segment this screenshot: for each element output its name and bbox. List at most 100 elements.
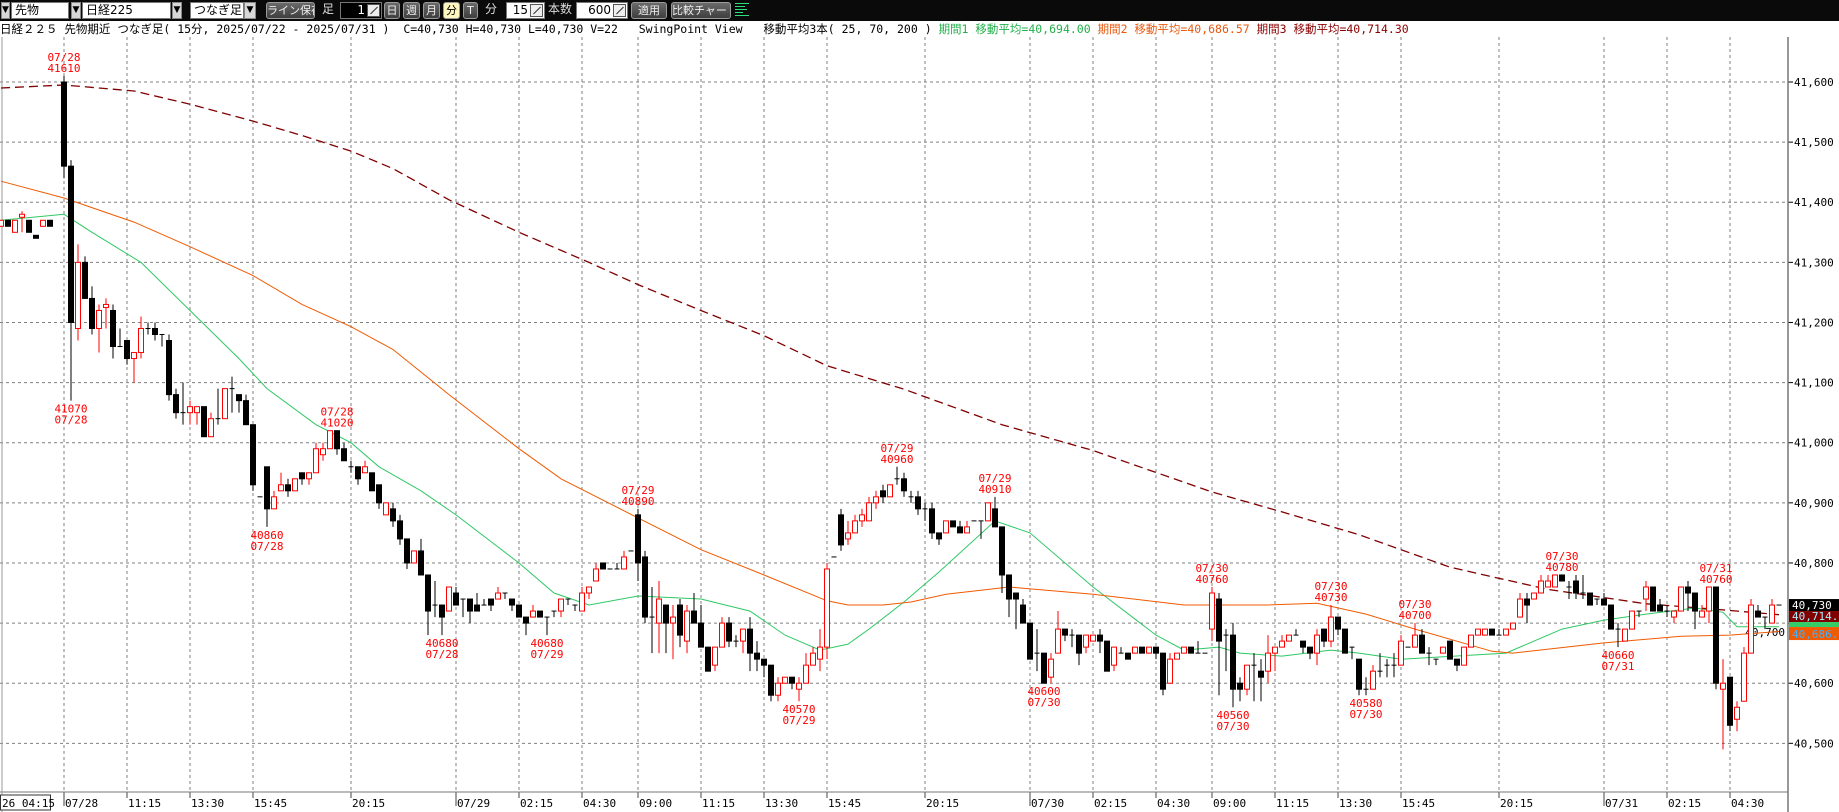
candle-body bbox=[376, 484, 382, 504]
candle bbox=[390, 502, 396, 527]
swing-high-price: 41610 bbox=[47, 62, 80, 75]
candle-body bbox=[1307, 646, 1313, 654]
y-tick-label: 40,500 bbox=[1794, 737, 1834, 750]
green-lines-icon[interactable] bbox=[735, 3, 749, 18]
candle bbox=[1020, 599, 1026, 624]
swing-low-price: 40580 bbox=[1349, 697, 1382, 710]
ma-70-value-label-box bbox=[1789, 627, 1839, 641]
candle-body bbox=[1713, 586, 1719, 684]
market-dropdown-button[interactable]: ▼ bbox=[71, 2, 81, 19]
spinner-icon[interactable] bbox=[530, 4, 543, 17]
symbol-dropdown-button[interactable]: ▼ bbox=[172, 2, 182, 19]
candle bbox=[1090, 634, 1096, 642]
candle-body bbox=[187, 406, 193, 414]
spinner-icon[interactable] bbox=[613, 4, 626, 17]
swing-low-date: 07/28 bbox=[425, 648, 458, 661]
candle-body bbox=[404, 538, 410, 564]
candle-body bbox=[663, 604, 669, 624]
candle-body bbox=[1734, 706, 1740, 720]
candle bbox=[950, 520, 956, 528]
candle-body bbox=[1062, 628, 1068, 636]
candle-body bbox=[26, 219, 32, 233]
candle bbox=[1279, 635, 1285, 648]
candle-body bbox=[208, 418, 214, 438]
candle bbox=[572, 604, 578, 612]
x-tick-label: 09:00 bbox=[639, 797, 672, 810]
candle bbox=[1678, 586, 1684, 612]
chevron-down-icon: ▼ bbox=[72, 5, 80, 15]
bar-count-input[interactable]: 1 bbox=[340, 2, 382, 19]
chart-kind-select[interactable]: つなぎ足 bbox=[190, 2, 244, 19]
candle bbox=[1041, 652, 1047, 684]
candle-body bbox=[803, 664, 809, 684]
candle bbox=[159, 334, 165, 347]
candle-body bbox=[1461, 646, 1467, 666]
candle-body bbox=[1300, 640, 1306, 648]
menu-dropdown-button[interactable]: ▼ bbox=[1, 2, 10, 19]
compare-chart-button[interactable]: 比較チャート bbox=[671, 2, 731, 19]
candle bbox=[1146, 646, 1152, 654]
candle bbox=[1496, 629, 1502, 636]
period-tick-button[interactable]: T bbox=[463, 2, 478, 19]
candle-body bbox=[887, 484, 893, 498]
x-tick-label: 04:30 bbox=[583, 797, 616, 810]
candle bbox=[1552, 574, 1558, 588]
period-minute-button[interactable]: 分 bbox=[443, 2, 460, 19]
save-line-button[interactable]: ライン保存 bbox=[266, 2, 315, 19]
candle-body bbox=[313, 448, 319, 474]
symbol-select[interactable]: 日経225 bbox=[82, 2, 171, 19]
chart-info-line: 日経２２５ 先物期近 つなぎ足( 15分, 2025/07/22 - 2025/… bbox=[0, 21, 1788, 37]
x-tick-label: 02:15 bbox=[1668, 797, 1701, 810]
candle bbox=[1580, 574, 1586, 600]
candle bbox=[1384, 659, 1390, 678]
candle-body bbox=[1678, 586, 1684, 612]
market-select[interactable]: 先物 bbox=[11, 2, 69, 19]
candle-body bbox=[1510, 622, 1516, 630]
candle-body bbox=[390, 508, 396, 522]
cursor-time-label: 26 04:15 bbox=[2, 797, 55, 810]
candle-body bbox=[1699, 610, 1705, 618]
swing-high-price: 40700 bbox=[1398, 609, 1431, 622]
candle-body bbox=[236, 394, 242, 402]
candle bbox=[565, 598, 571, 606]
candle-body bbox=[1419, 634, 1425, 654]
candle-body bbox=[1608, 604, 1614, 630]
period-day-button[interactable]: 日 bbox=[384, 2, 400, 19]
candle-body bbox=[33, 234, 39, 239]
candles bbox=[0, 75, 1782, 750]
count-input[interactable]: 600 bbox=[576, 2, 628, 19]
period-month-button[interactable]: 月 bbox=[423, 2, 440, 19]
period-week-button[interactable]: 週 bbox=[403, 2, 420, 19]
chart-kind-dropdown-button[interactable]: ▼ bbox=[244, 2, 256, 19]
candle-body bbox=[936, 532, 942, 540]
candle bbox=[1265, 635, 1271, 684]
candle-body bbox=[1587, 592, 1593, 606]
candle bbox=[1671, 610, 1677, 624]
apply-button[interactable]: 適用 bbox=[631, 2, 667, 19]
ma2-info: 期間2 移動平均=40,686.57 bbox=[1097, 22, 1257, 36]
candle bbox=[1286, 634, 1292, 642]
candle-body bbox=[453, 592, 459, 606]
candle bbox=[1538, 574, 1544, 594]
candle bbox=[278, 472, 284, 492]
candle-body bbox=[1643, 586, 1649, 600]
candle bbox=[236, 394, 242, 413]
candle bbox=[1573, 574, 1579, 600]
minute-input[interactable]: 15 bbox=[506, 2, 545, 19]
candlestick-chart[interactable]: 41,600 41,500 41,400 41,300 41,200 41,100 41,0… bbox=[0, 37, 1839, 812]
candle bbox=[887, 484, 893, 498]
candle-body bbox=[670, 616, 676, 624]
spinner-icon[interactable] bbox=[367, 4, 380, 17]
chevron-down-icon: ▼ bbox=[2, 5, 9, 15]
candle bbox=[194, 406, 200, 425]
swing-high-date: 07/30 bbox=[1195, 562, 1228, 575]
ma1-info: 期間1 移動平均=40,694.00 bbox=[938, 22, 1098, 36]
candle-body bbox=[110, 309, 116, 348]
candle bbox=[33, 234, 39, 239]
ma-25-line bbox=[0, 213, 1779, 660]
candle-body bbox=[250, 424, 256, 486]
candle-body bbox=[579, 592, 585, 612]
y-tick-label: 41,100 bbox=[1794, 377, 1834, 390]
candle bbox=[180, 382, 186, 425]
candle bbox=[908, 490, 914, 503]
